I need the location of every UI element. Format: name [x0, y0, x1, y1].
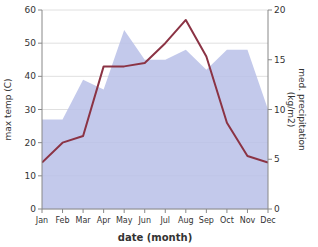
line — [42, 20, 268, 163]
x-tick-label: Jan — [35, 216, 48, 225]
x-tick-label: May — [116, 216, 133, 225]
y-tick — [38, 76, 42, 77]
y-tick-label: 60 — [25, 5, 37, 15]
y-tick-label: 10 — [25, 171, 37, 181]
x-tick — [62, 209, 63, 213]
y-tick-label: 0 — [30, 204, 36, 214]
y2-tick-label: 20 — [274, 5, 286, 15]
y2-axis-label-line: med. precipitation — [297, 68, 307, 150]
area — [42, 30, 268, 209]
x-tick-label: Mar — [76, 216, 92, 225]
y-tick — [38, 175, 42, 176]
x-tick-label: Nov — [240, 216, 256, 225]
grid — [42, 10, 268, 209]
grid-line — [42, 10, 268, 11]
y2-tick — [268, 109, 272, 110]
y2-axis-label: med. precipitation(kg/m2) — [286, 68, 307, 150]
y-tick-label: 40 — [25, 71, 37, 81]
x-tick — [185, 209, 186, 213]
x-tick — [226, 209, 227, 213]
x-tick — [124, 209, 125, 213]
y-tick — [38, 43, 42, 44]
x-tick-label: Aug — [178, 216, 194, 225]
x-tick-label: Oct — [220, 216, 234, 225]
axes: 0 10 20 30 40 50 60 0 5 10 15 20 Jan Feb Mar Apr May Jun J… — [25, 5, 286, 225]
y2-tick-label: 5 — [274, 154, 280, 164]
y-tick — [38, 10, 42, 11]
y2-tick — [268, 10, 272, 11]
x-tick — [144, 209, 145, 213]
y-tick-label: 30 — [25, 105, 37, 115]
x-tick — [206, 209, 207, 213]
x-tick — [42, 209, 43, 213]
x-tick-label: Jul — [159, 216, 170, 225]
y-tick-label: 50 — [25, 38, 37, 48]
y-tick — [38, 142, 42, 143]
y2-tick-label: 15 — [274, 55, 285, 65]
x-tick-label: Dec — [260, 216, 275, 225]
x-tick — [103, 209, 104, 213]
y-tick-label: 20 — [25, 138, 37, 148]
y-tick — [38, 209, 42, 210]
y2-tick — [268, 59, 272, 60]
grid-line — [42, 43, 268, 44]
y2-tick-label: 10 — [274, 105, 286, 115]
x-tick-label: Jun — [137, 216, 151, 225]
x-tick-label: Sep — [199, 216, 214, 225]
x-tick-label: Apr — [97, 216, 112, 225]
y2-tick — [268, 159, 272, 160]
x-axis-label: date (month) — [118, 232, 192, 243]
y-axis-label: max temp (C) — [3, 78, 13, 140]
x-tick — [247, 209, 248, 213]
x-tick — [165, 209, 166, 213]
x-axis-line — [42, 209, 268, 210]
y2-axis-label-line: (kg/m2) — [286, 92, 296, 127]
y-tick — [38, 109, 42, 110]
x-tick — [268, 209, 269, 213]
y2-tick-label: 0 — [274, 204, 280, 214]
grid-line — [42, 209, 268, 210]
y2-tick — [268, 209, 272, 210]
x-tick — [83, 209, 84, 213]
marks — [42, 20, 268, 209]
x-tick-label: Feb — [55, 216, 69, 225]
chart: 0 10 20 30 40 50 60 0 5 10 15 20 Jan Feb Mar Apr May Jun J… — [0, 0, 318, 247]
